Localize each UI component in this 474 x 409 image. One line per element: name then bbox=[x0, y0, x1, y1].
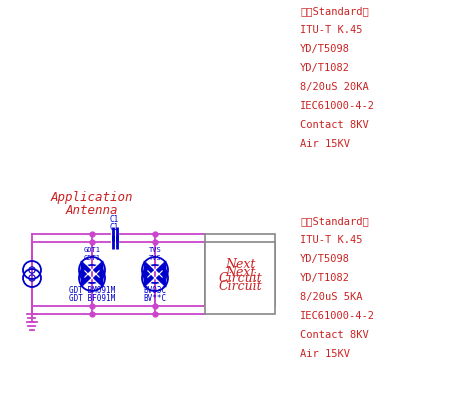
Text: 8/20uS 20KA: 8/20uS 20KA bbox=[300, 82, 369, 92]
Text: YD/T5098: YD/T5098 bbox=[300, 44, 350, 54]
Text: TVS: TVS bbox=[149, 255, 161, 261]
Text: Circuit: Circuit bbox=[218, 279, 262, 292]
Polygon shape bbox=[144, 261, 155, 279]
Text: TVS: TVS bbox=[149, 247, 161, 253]
Text: IEC61000-4-2: IEC61000-4-2 bbox=[300, 101, 375, 111]
Text: Contact 8KV: Contact 8KV bbox=[300, 330, 369, 340]
Polygon shape bbox=[92, 269, 103, 287]
Text: GDT BF091M: GDT BF091M bbox=[69, 294, 115, 303]
Bar bbox=[205, 234, 275, 306]
Text: GDT1: GDT1 bbox=[83, 247, 100, 253]
Text: C1: C1 bbox=[109, 223, 118, 232]
Polygon shape bbox=[92, 261, 103, 279]
Polygon shape bbox=[81, 269, 92, 287]
Polygon shape bbox=[81, 261, 92, 279]
Text: YD/T1082: YD/T1082 bbox=[300, 63, 350, 73]
Text: 室外Standard：: 室外Standard： bbox=[300, 6, 369, 16]
Text: 室内Standard：: 室内Standard： bbox=[300, 216, 369, 226]
Text: BV03C: BV03C bbox=[144, 286, 166, 295]
Text: GDT BM091M: GDT BM091M bbox=[69, 286, 115, 295]
Text: Next: Next bbox=[225, 265, 255, 279]
Text: IEC61000-4-2: IEC61000-4-2 bbox=[300, 311, 375, 321]
Polygon shape bbox=[144, 269, 155, 287]
Text: ITU-T K.45: ITU-T K.45 bbox=[300, 25, 363, 35]
Text: Antenna: Antenna bbox=[66, 204, 118, 217]
Text: Circuit: Circuit bbox=[218, 272, 262, 285]
Text: 8/20uS 5KA: 8/20uS 5KA bbox=[300, 292, 363, 302]
Text: Application: Application bbox=[51, 191, 133, 204]
Polygon shape bbox=[155, 269, 166, 287]
Text: C1: C1 bbox=[109, 215, 118, 224]
Text: GDT1: GDT1 bbox=[83, 255, 100, 261]
Text: BV**C: BV**C bbox=[144, 294, 166, 303]
Text: YD/T1082: YD/T1082 bbox=[300, 273, 350, 283]
Text: Contact 8KV: Contact 8KV bbox=[300, 120, 369, 130]
Text: YD/T5098: YD/T5098 bbox=[300, 254, 350, 264]
Text: ITU-T K.45: ITU-T K.45 bbox=[300, 235, 363, 245]
Text: Air 15KV: Air 15KV bbox=[300, 349, 350, 359]
Text: Next: Next bbox=[225, 258, 255, 270]
Bar bbox=[205, 242, 275, 314]
Text: Air 15KV: Air 15KV bbox=[300, 139, 350, 149]
Polygon shape bbox=[155, 261, 166, 279]
